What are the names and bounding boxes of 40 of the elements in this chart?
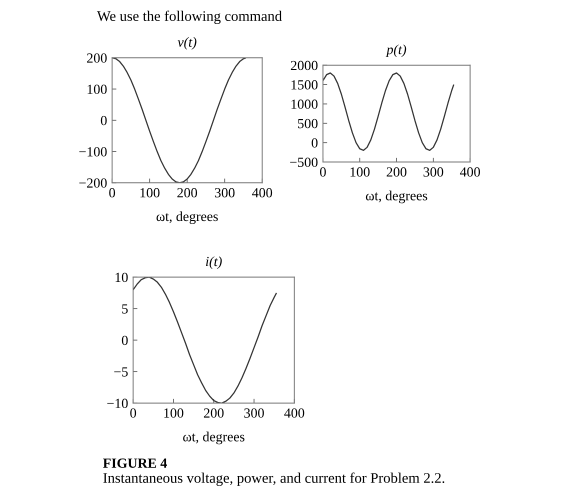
text: Instantaneous voltage, power, and current for Problem 2.2. — [103, 472, 444, 486]
y-tick-label: 1000 — [292, 100, 318, 109]
y-tick-label: 5 — [122, 304, 128, 314]
y-tick-label: 100 — [88, 84, 107, 94]
x-tick-label: 300 — [214, 188, 235, 198]
chart-title: i(t) — [206, 256, 222, 269]
x-tick-label: 400 — [252, 188, 272, 198]
y-tick-label: −5 — [114, 367, 128, 377]
chart-title: v(t) — [178, 37, 196, 50]
x-tick-label: 200 — [177, 188, 198, 198]
y-tick-label: −500 — [290, 158, 318, 167]
x-tick-label: 0 — [320, 167, 326, 177]
x-tick-label: 100 — [350, 167, 370, 177]
text: We use the following command — [96, 10, 282, 24]
x-tick-label: 400 — [284, 408, 304, 418]
x-axis-title: ωt, degrees — [156, 211, 218, 224]
y-tick-label: 10 — [116, 272, 128, 282]
x-tick-label: 300 — [424, 167, 444, 177]
x-tick-label: 0 — [130, 408, 136, 418]
caption: FIGURE 4 — [103, 458, 167, 468]
x-tick-label: 100 — [140, 188, 160, 198]
x-axis-title: ωt, degrees — [366, 190, 428, 204]
y-tick-label: −100 — [79, 147, 107, 156]
y-tick-label: −200 — [79, 178, 107, 188]
y-tick-label: 200 — [87, 53, 107, 63]
x-axis-title: ωt, degrees — [183, 432, 244, 444]
y-tick-label: 2000 — [290, 60, 318, 70]
y-tick-label: 0 — [100, 116, 107, 126]
y-tick-label: 500 — [298, 118, 318, 128]
y-tick-label: 1500 — [292, 80, 318, 90]
x-tick-label: 400 — [460, 167, 480, 177]
x-tick-label: 200 — [386, 167, 406, 177]
line-series — [322, 72, 454, 151]
x-tick-label: 300 — [244, 408, 264, 418]
x-tick-label: 200 — [204, 408, 224, 418]
y-tick-label: 0 — [122, 336, 128, 346]
x-tick-label: 100 — [164, 408, 184, 418]
chart-title: p(t) — [386, 44, 406, 58]
y-tick-label: −10 — [107, 398, 128, 408]
y-tick-label: 0 — [312, 138, 318, 148]
